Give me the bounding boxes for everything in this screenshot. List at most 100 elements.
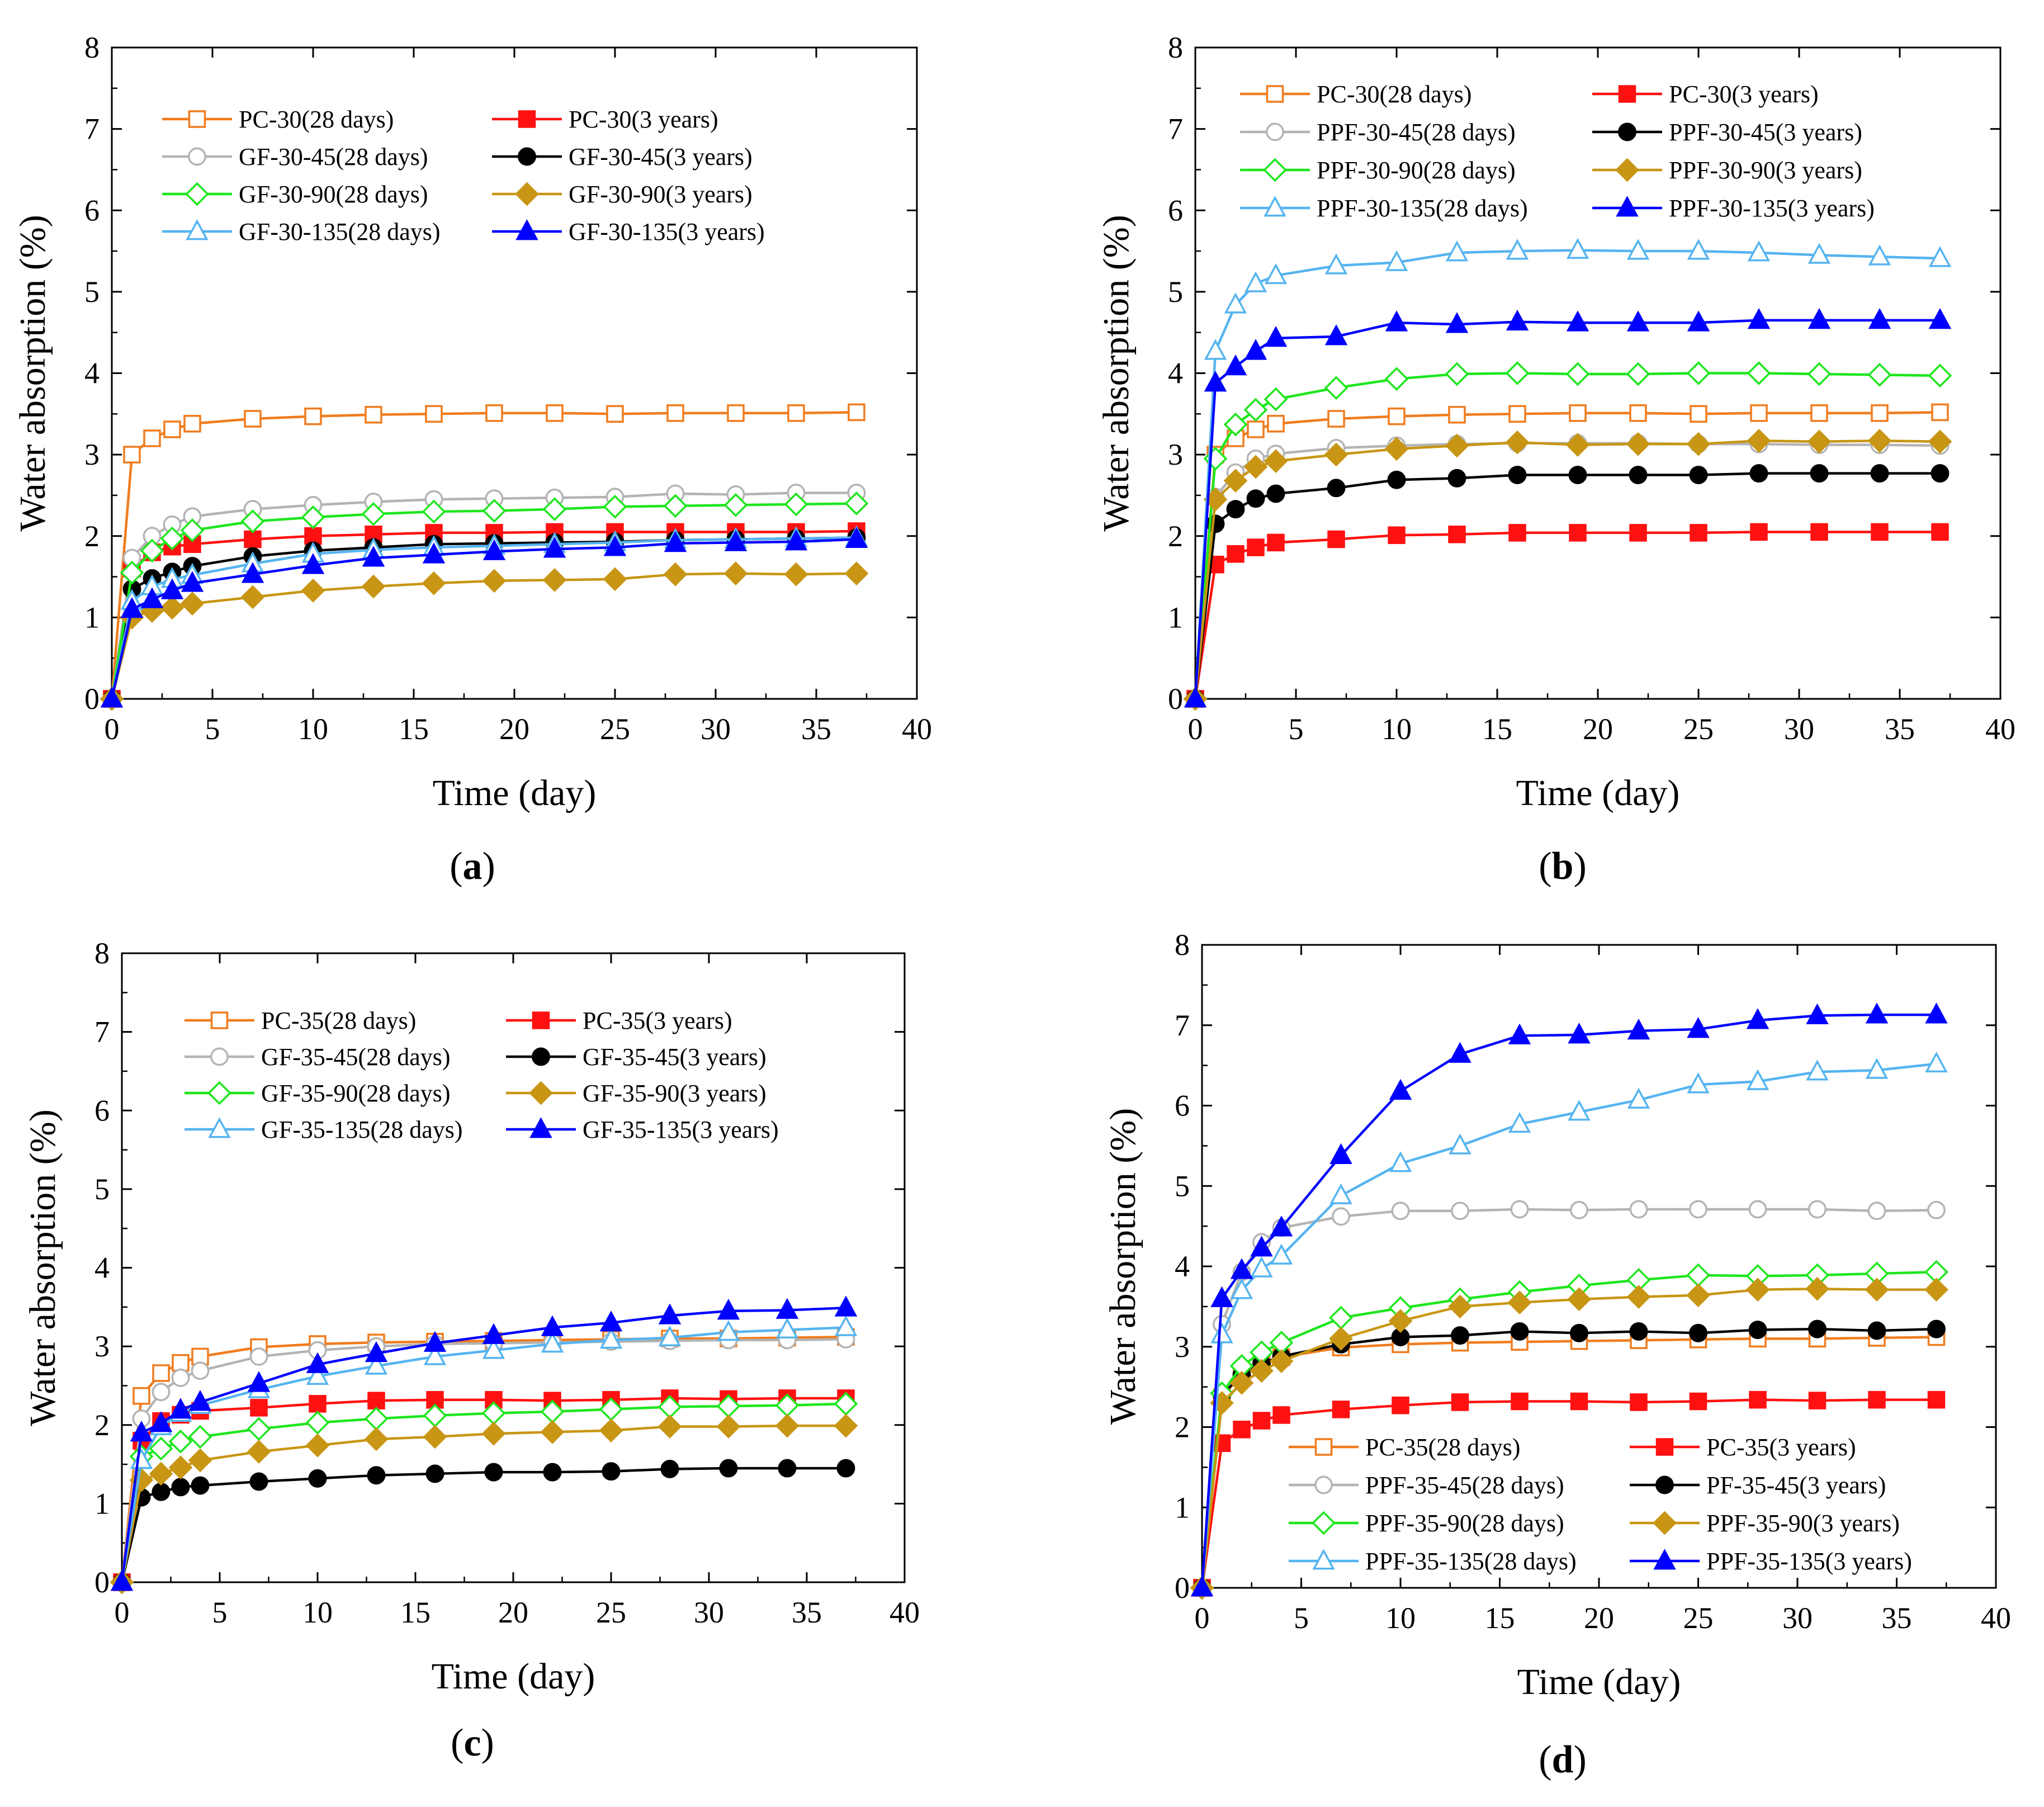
- data-point: [1747, 240, 1771, 262]
- chart-panel-a: 0 5 10 15 20 25 30 35 40 0 1 2 3 4 5 6 7 8 Time (day) Water…: [12, 31, 932, 888]
- x-axis-title: Time (day): [1516, 773, 1680, 813]
- data-point: [1868, 244, 1891, 266]
- data-point: [1252, 1412, 1271, 1430]
- data-point: [658, 1325, 682, 1347]
- x-tick-label: 40: [1981, 1601, 2011, 1635]
- legend-item: PC-35(3 years): [506, 1007, 732, 1034]
- data-point: [423, 1425, 447, 1449]
- legend-marker: [529, 1117, 552, 1138]
- series-line: [1200, 1288, 1937, 1588]
- data-point: [361, 574, 386, 599]
- data-point: [1686, 1283, 1710, 1308]
- data-point: [1687, 1072, 1710, 1094]
- legend-item: PC-30(28 days): [1240, 81, 1472, 108]
- y-tick-label: 8: [84, 31, 100, 64]
- x-tick-label: 20: [1583, 712, 1613, 746]
- data-point: [778, 1459, 797, 1478]
- data-point: [1865, 1278, 1889, 1302]
- x-tick-label: 5: [1289, 712, 1304, 746]
- data-point: [1449, 1042, 1472, 1063]
- data-point: [1267, 533, 1285, 552]
- data-point: [1689, 1323, 1707, 1342]
- legend-item: GF-35-45(28 days): [184, 1043, 451, 1071]
- y-tick-label: 4: [1168, 357, 1183, 390]
- data-point: [110, 1570, 134, 1591]
- data-point: [1508, 1111, 1531, 1133]
- data-point: [301, 505, 325, 529]
- data-point: [1204, 339, 1227, 360]
- data-point: [1384, 437, 1409, 461]
- data-point: [1210, 1322, 1233, 1344]
- chart-panel-c: 0 5 10 15 20 25 30 35 40 0 1 2 3 4 5 6 7 8 Time (day) Water…: [22, 936, 920, 1765]
- legend-marker: [1264, 196, 1286, 217]
- legend-label: PPF-30-135(28 days): [1317, 195, 1528, 222]
- data-point: [1230, 1258, 1253, 1279]
- x-tick-label: 40: [1985, 712, 2015, 746]
- data-point: [1224, 354, 1247, 376]
- data-point: [482, 539, 506, 560]
- data-point: [1627, 1018, 1650, 1040]
- series-line: [120, 1336, 846, 1583]
- data-point: [1808, 1200, 1827, 1219]
- data-point: [664, 531, 687, 552]
- data-point: [1867, 1201, 1886, 1221]
- data-point: [1746, 1008, 1769, 1029]
- data-point: [169, 1398, 192, 1419]
- data-point: [1508, 466, 1527, 484]
- data-point: [1867, 363, 1892, 387]
- data-point: [1689, 1200, 1707, 1219]
- data-point: [482, 499, 507, 523]
- data-point: [1448, 526, 1466, 543]
- data-point: [362, 546, 385, 567]
- legend-marker: [1266, 122, 1284, 141]
- x-tick-label: 0: [115, 1596, 130, 1629]
- legend-label: PC-30(28 days): [239, 106, 394, 133]
- x-tick-label: 5: [1294, 1601, 1309, 1635]
- legend-item: GF-35-90(28 days): [184, 1080, 451, 1107]
- data-point: [1928, 363, 1952, 388]
- data-point: [1264, 263, 1288, 285]
- x-tick-label: 15: [400, 1596, 430, 1629]
- x-tick-label: 10: [298, 712, 328, 746]
- legend-label: GF-30-135(28 days): [239, 218, 441, 245]
- data-point: [1749, 464, 1768, 483]
- data-point: [152, 1364, 170, 1382]
- data-point: [1750, 523, 1768, 541]
- y-tick-label: 7: [94, 1015, 110, 1049]
- data-point: [160, 578, 184, 599]
- data-point: [123, 446, 141, 463]
- data-point: [1324, 376, 1349, 400]
- data-point: [1506, 309, 1529, 331]
- y-tick-label: 3: [1168, 438, 1183, 471]
- data-point: [1747, 361, 1771, 385]
- x-tick-label: 10: [1381, 712, 1412, 746]
- legend: PC-30(28 days) PC-30(3 years) PPF-30-45(28…: [1240, 81, 1875, 222]
- legend-label: PC-35(28 days): [1365, 1434, 1520, 1461]
- data-point: [305, 1411, 330, 1435]
- y-tick-label: 6: [1175, 1089, 1190, 1123]
- data-point: [724, 530, 747, 551]
- data-point: [244, 530, 262, 548]
- data-point: [1629, 466, 1648, 484]
- data-point: [1805, 1276, 1829, 1301]
- legend-label: GF-35-135(3 years): [583, 1116, 779, 1143]
- data-point: [249, 1347, 268, 1366]
- x-tick-label: 0: [1188, 712, 1203, 746]
- data-point: [180, 518, 205, 542]
- panel-caption: (b): [1539, 845, 1587, 888]
- data-point: [1250, 1256, 1273, 1278]
- x-tick-label: 30: [1784, 712, 1814, 746]
- data-point: [1686, 361, 1711, 385]
- legend-item: PF-35-45(3 years): [1630, 1472, 1886, 1499]
- data-point: [1568, 1100, 1591, 1121]
- data-point: [1391, 1201, 1410, 1221]
- data-point: [1223, 412, 1248, 437]
- series-line: [1194, 472, 1940, 699]
- data-point: [1868, 1390, 1886, 1409]
- data-point: [1626, 432, 1650, 456]
- series-line: [1200, 1270, 1937, 1588]
- data-point: [1746, 1069, 1769, 1090]
- data-point: [188, 1390, 212, 1411]
- data-point: [1505, 361, 1530, 385]
- data-point: [163, 420, 181, 438]
